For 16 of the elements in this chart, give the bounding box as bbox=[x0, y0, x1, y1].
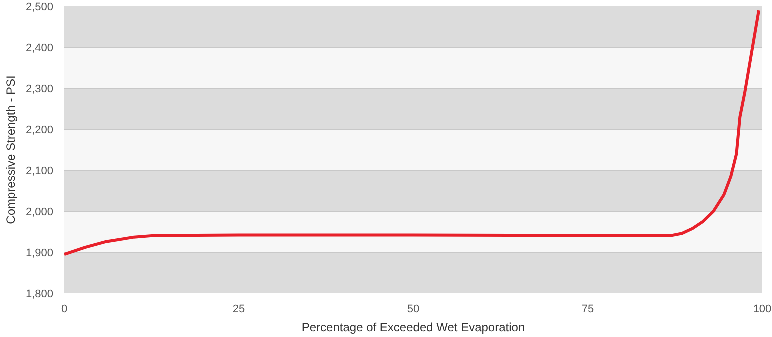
x-tick-label: 25 bbox=[232, 304, 246, 316]
x-tick-label: 100 bbox=[753, 304, 772, 316]
y-tick-label: 1,900 bbox=[26, 248, 54, 260]
y-tick-label: 1,800 bbox=[26, 288, 54, 300]
line-series bbox=[64, 9, 761, 256]
y-axis-title: Compressive Strength - PSI bbox=[4, 76, 18, 224]
y-tick-label: 2,200 bbox=[26, 124, 54, 136]
y-tick-label: 2,500 bbox=[26, 2, 54, 14]
y-tick-label: 2,400 bbox=[26, 42, 54, 54]
y-tick-label: 2,300 bbox=[26, 84, 54, 96]
x-tick-label: 0 bbox=[61, 304, 68, 316]
x-axis-title: Percentage of Exceeded Wet Evaporation bbox=[302, 320, 526, 334]
y-tick-label: 2,000 bbox=[26, 206, 54, 218]
x-tick-label: 75 bbox=[582, 304, 594, 316]
y-tick-label: 2,100 bbox=[26, 166, 54, 178]
x-tick-label: 50 bbox=[407, 304, 420, 316]
